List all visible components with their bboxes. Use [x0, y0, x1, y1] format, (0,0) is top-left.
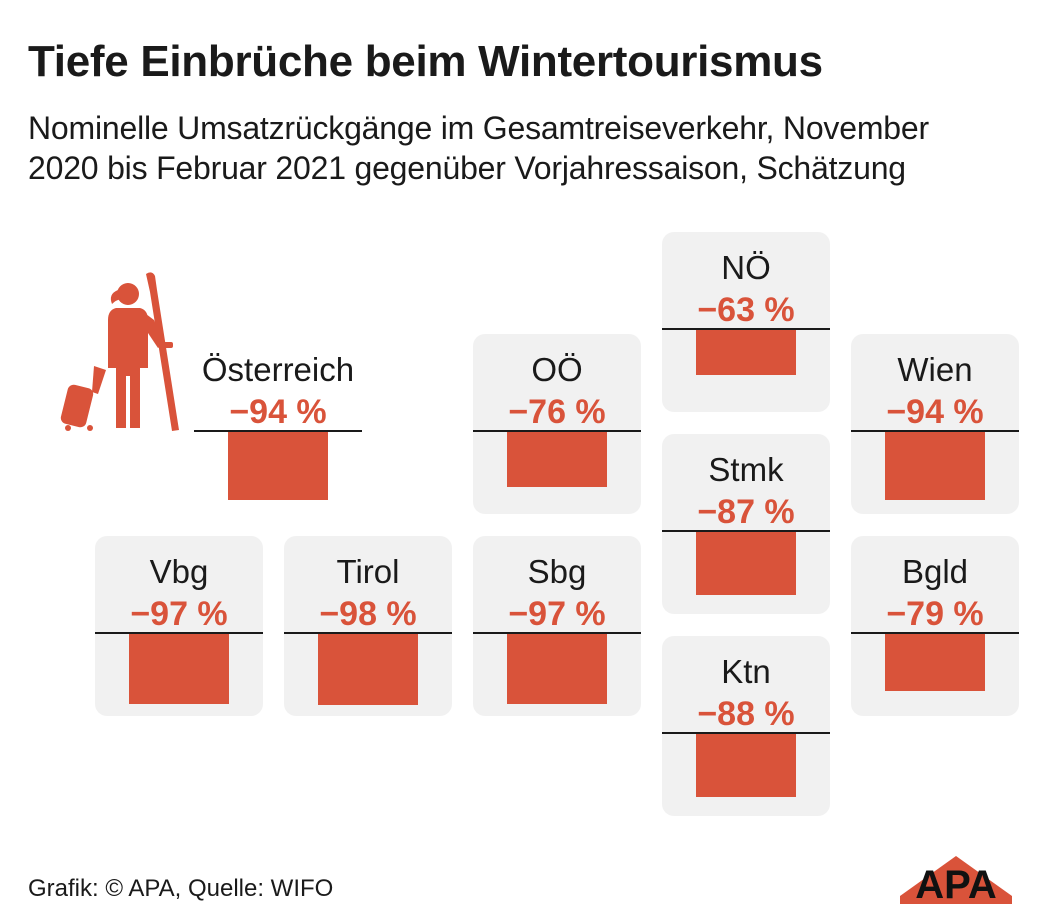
zero-line [473, 430, 641, 432]
tile-tirol: Tirol −98 % [284, 536, 452, 716]
chart-title: Tiefe Einbrüche beim Wintertourismus [28, 37, 823, 86]
zero-line [284, 632, 452, 634]
tile-sbg: Sbg −97 % [473, 536, 641, 716]
tile-oesterreich: Österreich −94 % [194, 334, 362, 514]
svg-text:APA: APA [915, 863, 996, 904]
zero-line [194, 430, 362, 432]
region-name: Österreich [201, 351, 355, 388]
zero-line [662, 328, 830, 330]
region-value: −63 % [697, 291, 795, 329]
bar-vbg [129, 634, 229, 704]
tile-ktn: Ktn −88 % [662, 636, 830, 816]
region-value: −94 % [229, 393, 327, 431]
region-name: Stmk [708, 451, 784, 488]
zero-line [662, 732, 830, 734]
region-name: Ktn [721, 653, 771, 690]
region-value: −76 % [508, 393, 606, 431]
region-value: −97 % [508, 595, 606, 633]
region-name: Bgld [901, 553, 969, 590]
tile-stmk: Stmk −87 % [662, 434, 830, 614]
bar-ooe [507, 432, 607, 487]
zero-line [851, 632, 1019, 634]
region-name: Wien [897, 351, 973, 388]
apa-logo: APA [900, 856, 1012, 907]
region-name: Tirol [336, 553, 400, 590]
zero-line [473, 632, 641, 634]
tile-bgld: Bgld −79 % [851, 536, 1019, 716]
tile-ooe: OÖ −76 % [473, 334, 641, 514]
tile-wien: Wien −94 % [851, 334, 1019, 514]
zero-line [662, 530, 830, 532]
region-value: −97 % [130, 595, 228, 633]
bar-tirol [318, 634, 418, 705]
region-name: Sbg [527, 553, 587, 590]
region-value: −87 % [697, 493, 795, 531]
tile-vbg: Vbg −97 % [95, 536, 263, 716]
traveler-with-skis-icon [60, 270, 184, 432]
bar-wien [885, 432, 985, 500]
chart-subtitle: Nominelle Umsatzrückgänge im Gesamtreise… [28, 110, 929, 186]
bar-stmk [696, 532, 796, 595]
region-value: −79 % [886, 595, 984, 633]
tile-noe: NÖ −63 % [662, 232, 830, 412]
region-value: −88 % [697, 695, 795, 733]
bar-bgld [885, 634, 985, 691]
bar-oesterreich [228, 432, 328, 500]
zero-line [851, 430, 1019, 432]
bar-sbg [507, 634, 607, 704]
source-credit: Grafik: © APA, Quelle: WIFO [28, 875, 334, 902]
region-name: NÖ [721, 249, 771, 286]
region-name: OÖ [531, 351, 583, 388]
region-value: −94 % [886, 393, 984, 431]
region-name: Vbg [149, 553, 209, 590]
bar-noe [696, 330, 796, 376]
bar-ktn [696, 734, 796, 798]
region-value: −98 % [319, 595, 417, 633]
zero-line [95, 632, 263, 634]
